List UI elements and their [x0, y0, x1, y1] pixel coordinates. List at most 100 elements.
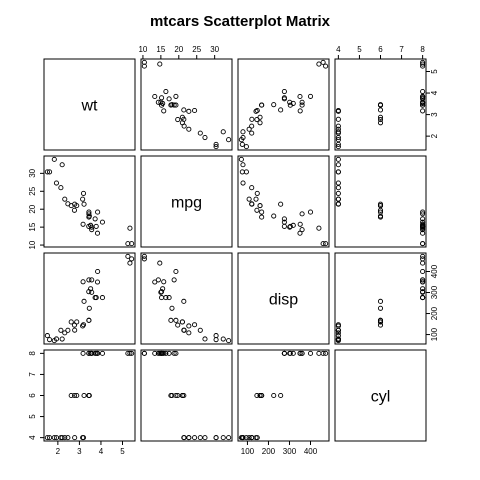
variable-label-mpg: mpg	[171, 195, 202, 212]
panel-disp-mpg	[140, 252, 233, 345]
data-point	[287, 224, 293, 230]
tick-label: 300	[430, 285, 439, 299]
data-point	[299, 227, 305, 233]
tick-label: 15	[28, 222, 37, 231]
data-point	[68, 392, 74, 399]
data-point	[157, 260, 163, 266]
data-point	[74, 392, 80, 399]
data-point	[99, 350, 106, 356]
data-point	[226, 137, 232, 143]
data-point	[186, 435, 192, 441]
panel-frame	[43, 155, 136, 248]
data-point	[155, 277, 161, 283]
data-point	[246, 196, 252, 202]
tick-label: 4	[28, 435, 37, 440]
data-point	[323, 350, 329, 356]
data-point	[254, 117, 260, 123]
data-point	[249, 185, 255, 191]
data-point	[47, 337, 53, 343]
data-point	[239, 141, 245, 147]
tick-label: 4	[430, 90, 439, 95]
data-point	[175, 117, 181, 123]
data-point	[320, 59, 326, 65]
data-point	[243, 169, 249, 175]
data-point	[420, 286, 426, 292]
data-point	[299, 99, 305, 105]
data-point	[62, 330, 68, 336]
data-point	[377, 102, 384, 108]
data-point	[186, 330, 192, 336]
data-point	[316, 61, 322, 67]
data-point	[186, 323, 192, 329]
data-point	[158, 99, 164, 105]
data-point	[181, 435, 187, 441]
data-point	[171, 277, 177, 283]
data-point	[44, 435, 50, 441]
data-point	[297, 221, 303, 227]
panel-wt-disp	[237, 58, 330, 151]
data-point	[335, 130, 341, 136]
panel-frame	[140, 252, 233, 345]
data-point	[59, 162, 65, 168]
data-point	[335, 190, 341, 196]
tick-label: 400	[304, 447, 318, 456]
panel-frame	[43, 252, 136, 345]
tick-label: 10	[28, 240, 37, 249]
data-point	[377, 107, 384, 113]
data-point	[161, 279, 167, 285]
data-point	[335, 141, 341, 147]
panel-mpg-cyl	[334, 155, 427, 248]
data-point	[335, 137, 341, 143]
data-point	[186, 126, 192, 132]
axis-left-mpg: 10 15 20 25 30	[28, 168, 45, 250]
data-point	[125, 253, 131, 259]
data-point	[420, 224, 426, 230]
data-point	[197, 130, 203, 136]
data-point	[323, 241, 329, 247]
tick-label: 7	[399, 45, 404, 54]
data-point	[202, 134, 208, 141]
panel-frame	[237, 58, 330, 151]
panel-frame	[140, 58, 233, 151]
data-point	[171, 102, 177, 108]
data-point	[271, 392, 277, 399]
axis-top-cyl: 4 5 6 7 8	[336, 45, 425, 60]
data-point	[420, 88, 426, 95]
data-point	[47, 169, 53, 175]
data-point	[47, 435, 53, 441]
data-point	[80, 196, 86, 202]
data-point	[159, 289, 165, 295]
tick-label: 2	[430, 133, 439, 138]
data-point	[259, 102, 265, 108]
data-point	[297, 230, 303, 236]
data-point	[281, 216, 287, 222]
data-point	[44, 333, 50, 339]
panel-frame	[334, 349, 427, 442]
data-point	[335, 330, 341, 336]
data-point	[86, 211, 92, 217]
data-point	[202, 435, 208, 441]
data-point	[335, 327, 341, 333]
data-point	[158, 289, 164, 295]
data-point	[335, 336, 341, 342]
data-point	[307, 93, 314, 99]
data-point	[377, 305, 384, 311]
data-point	[99, 219, 106, 225]
data-point	[186, 108, 192, 114]
data-point	[278, 107, 284, 113]
data-point	[58, 435, 64, 441]
data-point	[307, 350, 314, 356]
data-point	[94, 279, 101, 285]
data-point	[213, 144, 219, 150]
data-point	[335, 156, 341, 162]
panel-disp-cyl	[334, 252, 427, 345]
panel-frame	[334, 58, 427, 151]
tick-label: 15	[156, 45, 165, 54]
data-point	[173, 102, 179, 108]
tick-label: 30	[28, 168, 37, 177]
data-point	[65, 435, 71, 441]
data-point	[197, 435, 203, 441]
data-point	[72, 201, 78, 207]
panel-frame	[237, 349, 330, 442]
data-point	[129, 256, 135, 262]
